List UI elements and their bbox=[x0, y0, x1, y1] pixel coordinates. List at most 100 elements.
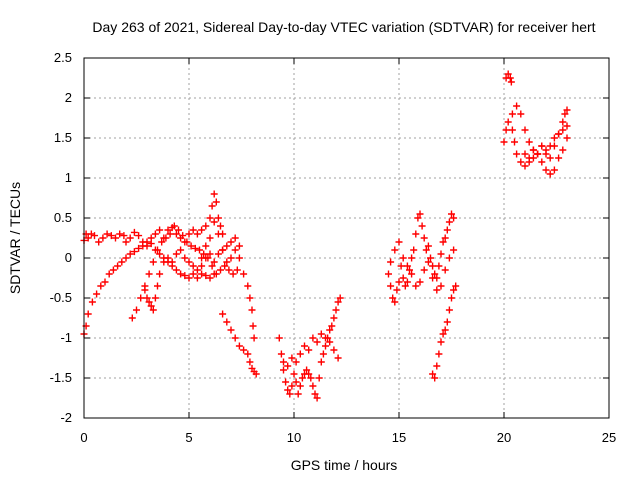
data-point bbox=[387, 258, 395, 266]
data-point bbox=[414, 214, 422, 222]
x-tick-label: 10 bbox=[287, 430, 301, 445]
series-track-l bbox=[502, 70, 571, 178]
data-point bbox=[116, 230, 124, 238]
data-point bbox=[422, 246, 430, 254]
data-point bbox=[231, 334, 239, 342]
data-point bbox=[517, 158, 525, 166]
data-point bbox=[208, 202, 216, 210]
data-point bbox=[424, 258, 432, 266]
data-point bbox=[147, 240, 155, 248]
data-point bbox=[214, 230, 222, 238]
data-point bbox=[149, 258, 157, 266]
data-point bbox=[284, 386, 292, 394]
data-point bbox=[151, 230, 159, 238]
data-point bbox=[172, 230, 180, 238]
data-point bbox=[114, 262, 122, 270]
data-point bbox=[506, 74, 514, 82]
data-point bbox=[175, 226, 182, 234]
data-point bbox=[542, 166, 550, 174]
data-point bbox=[435, 350, 443, 358]
data-point bbox=[397, 262, 405, 270]
data-point bbox=[445, 218, 453, 226]
data-point bbox=[122, 238, 130, 246]
x-tick-label: 20 bbox=[497, 430, 511, 445]
data-point bbox=[249, 322, 257, 330]
data-point bbox=[154, 282, 161, 290]
data-point bbox=[202, 242, 210, 250]
series-track-h bbox=[280, 330, 342, 370]
data-point bbox=[282, 378, 290, 386]
y-tick-label: 0.5 bbox=[54, 210, 72, 225]
data-point bbox=[513, 102, 521, 110]
data-point bbox=[101, 278, 109, 286]
data-point bbox=[313, 394, 321, 402]
data-point bbox=[406, 266, 413, 274]
data-point bbox=[439, 238, 447, 246]
y-tick-label: 2 bbox=[65, 90, 72, 105]
data-point bbox=[399, 254, 407, 262]
data-point bbox=[160, 258, 168, 266]
data-point bbox=[206, 274, 214, 282]
data-point bbox=[84, 234, 92, 242]
data-point bbox=[187, 242, 195, 250]
x-tick-label: 15 bbox=[392, 430, 406, 445]
data-point bbox=[145, 270, 153, 278]
data-point bbox=[296, 382, 304, 390]
data-point bbox=[305, 346, 313, 354]
data-point bbox=[513, 150, 521, 158]
data-point bbox=[418, 222, 426, 230]
data-point bbox=[246, 294, 254, 302]
data-point bbox=[389, 294, 397, 302]
series-track-m bbox=[500, 102, 571, 162]
data-point bbox=[322, 342, 329, 350]
series-track-c bbox=[128, 222, 241, 322]
data-point bbox=[326, 338, 334, 346]
data-point bbox=[217, 222, 224, 230]
data-point bbox=[443, 226, 451, 234]
data-point bbox=[156, 250, 164, 258]
data-point bbox=[210, 258, 218, 266]
data-point bbox=[563, 106, 571, 114]
series-track-k bbox=[429, 282, 460, 382]
data-point bbox=[313, 338, 321, 346]
data-point bbox=[235, 342, 243, 350]
data-point bbox=[529, 146, 537, 154]
data-point bbox=[437, 282, 445, 290]
data-point bbox=[317, 358, 325, 366]
data-point bbox=[420, 266, 428, 274]
data-point bbox=[550, 134, 558, 142]
data-point bbox=[559, 126, 567, 134]
data-point bbox=[403, 278, 411, 286]
data-point bbox=[219, 246, 227, 254]
data-point bbox=[164, 254, 172, 262]
data-point bbox=[334, 298, 342, 306]
data-point bbox=[322, 334, 329, 342]
data-point bbox=[166, 230, 174, 238]
data-point bbox=[172, 266, 180, 274]
data-point bbox=[305, 370, 313, 378]
data-point bbox=[412, 230, 420, 238]
y-tick-label: 0 bbox=[65, 250, 72, 265]
data-point bbox=[252, 370, 260, 378]
data-point bbox=[303, 366, 311, 374]
data-point bbox=[191, 244, 199, 252]
data-point bbox=[330, 346, 338, 354]
data-point bbox=[122, 254, 130, 262]
data-point bbox=[179, 232, 187, 240]
data-point bbox=[403, 262, 411, 270]
data-point bbox=[107, 232, 115, 240]
series-track-a bbox=[80, 190, 227, 250]
data-point bbox=[429, 274, 437, 282]
series-track-g bbox=[275, 294, 344, 402]
plot-frame bbox=[83, 57, 610, 419]
data-point bbox=[120, 232, 128, 240]
data-point bbox=[391, 298, 399, 306]
data-point bbox=[439, 330, 447, 338]
data-point bbox=[185, 230, 193, 238]
series-track-b bbox=[80, 238, 218, 338]
data-point bbox=[538, 142, 546, 150]
data-point bbox=[221, 262, 229, 270]
data-point bbox=[286, 390, 294, 398]
data-point bbox=[525, 138, 533, 146]
data-point bbox=[172, 250, 180, 258]
